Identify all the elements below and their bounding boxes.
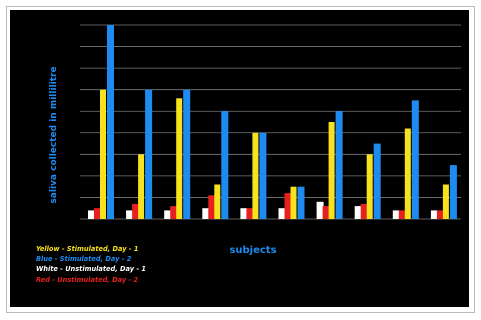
x-axis-label: subjects (229, 245, 276, 256)
gridlines (80, 24, 461, 220)
bar-blue-subject-6 (297, 186, 305, 219)
legend-description: Unstimulated, Day (65, 265, 135, 274)
legend-item-white: White - Unstimulated, Day - 1 (36, 264, 146, 274)
bar-yellow-subject-4 (214, 184, 221, 219)
bar-white-subject-4 (202, 208, 210, 219)
bar-yellow-subject-5 (252, 132, 259, 219)
bar-red-subject-2 (132, 203, 140, 219)
legend-separator: - (136, 265, 142, 274)
bars (88, 25, 457, 219)
bar-yellow-subject-8 (366, 154, 373, 219)
bar-white-subject-9 (392, 210, 400, 219)
bar-red-subject-1 (94, 208, 101, 219)
bar-red-subject-6 (284, 193, 292, 219)
bar-red-subject-3 (170, 206, 178, 219)
legend-item-yellow: Yellow - Stimulated, Day - 1 (36, 244, 146, 254)
bar-blue-subject-9 (411, 100, 419, 219)
bar-blue-subject-10 (449, 165, 457, 219)
bar-white-subject-10 (430, 210, 438, 219)
bar-blue-subject-5 (259, 132, 267, 219)
legend-separator: - (128, 245, 134, 253)
bar-blue-subject-7 (335, 111, 343, 219)
legend: Yellow - Stimulated, Day - 1 Blue - Stim… (36, 244, 146, 285)
legend-description: Stimulated, Day (66, 245, 127, 253)
bar-red-subject-10 (436, 210, 444, 219)
legend-separator: - (54, 255, 60, 264)
bar-yellow-subject-3 (176, 98, 183, 219)
bar-blue-subject-4 (221, 111, 229, 219)
legend-separator: - (61, 245, 67, 253)
bar-blue-subject-1 (107, 25, 114, 219)
bar-white-subject-6 (278, 208, 286, 219)
legend-day-number: 2 (126, 255, 132, 264)
bar-yellow-subject-2 (138, 154, 145, 219)
legend-day-number: 1 (141, 265, 146, 274)
bar-white-subject-5 (240, 208, 248, 219)
bar-yellow-subject-6 (290, 186, 297, 219)
legend-color-name: Yellow (36, 245, 60, 253)
bar-yellow-subject-7 (328, 122, 335, 219)
legend-separator: - (52, 275, 58, 284)
legend-item-blue: Blue - Stimulated, Day - 2 (36, 254, 146, 264)
bar-yellow-subject-10 (442, 184, 449, 219)
bar-blue-subject-3 (183, 89, 191, 219)
bar-blue-subject-2 (145, 89, 153, 219)
bar-yellow-subject-9 (404, 128, 411, 219)
bar-white-subject-1 (88, 210, 95, 219)
bar-red-subject-5 (246, 208, 254, 219)
bar-red-subject-7 (322, 206, 330, 219)
bar-white-subject-7 (316, 201, 324, 219)
legend-separator: - (121, 255, 127, 264)
legend-item-red: Red - Unstimulated, Day - 2 (36, 275, 146, 285)
legend-color-name: Red (36, 275, 50, 284)
legend-color-name: Blue (36, 255, 53, 264)
y-axis-label: saliva collected in millilitre (49, 66, 59, 203)
legend-separator: - (60, 265, 66, 274)
legend-day-number: 1 (133, 245, 139, 253)
legend-day-number: 2 (133, 275, 139, 284)
bar-chart: saliva collected in millilitre subjects (49, 24, 461, 256)
bar-white-subject-8 (354, 206, 362, 219)
bar-blue-subject-8 (373, 143, 381, 219)
bar-white-subject-3 (164, 210, 172, 219)
bar-red-subject-9 (398, 210, 406, 219)
legend-color-name: White (36, 265, 58, 274)
bar-yellow-subject-1 (100, 89, 106, 219)
legend-description: Unstimulated, Day (57, 275, 127, 284)
bar-red-subject-8 (360, 203, 368, 219)
bar-red-subject-4 (208, 195, 216, 219)
legend-separator: - (128, 275, 134, 284)
legend-description: Stimulated, Day (59, 255, 120, 264)
bar-white-subject-2 (126, 210, 134, 219)
chart-panel: saliva collected in millilitre subjects … (10, 10, 469, 307)
